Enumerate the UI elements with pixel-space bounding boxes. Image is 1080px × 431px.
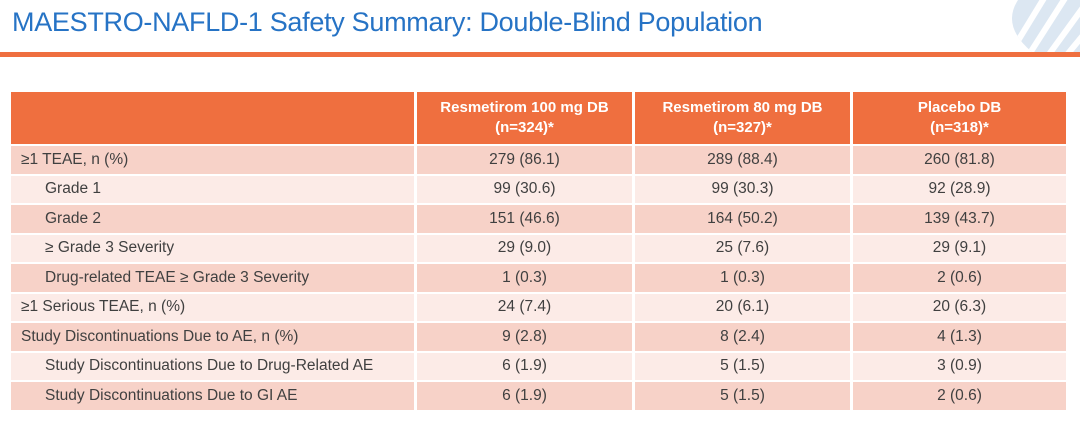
- value-cell: 6 (1.9): [414, 380, 635, 412]
- column-label: Resmetirom 100 mg DB: [440, 98, 609, 116]
- header-col-placebo: Placebo DB (n=318)*: [850, 90, 1069, 146]
- title-underline-rule: [0, 52, 1080, 57]
- value-cell: 279 (86.1): [414, 144, 635, 176]
- header-col-resmetirom-100: Resmetirom 100 mg DB (n=324)*: [414, 90, 635, 146]
- table-row: Study Discontinuations Due to Drug-Relat…: [8, 350, 1069, 382]
- value-cell: 164 (50.2): [632, 203, 853, 235]
- column-label: Resmetirom 80 mg DB: [662, 98, 823, 116]
- table-row: Study Discontinuations Due to AE, n (%) …: [8, 321, 1069, 353]
- header-stub-cell: [8, 90, 417, 146]
- value-cell: 29 (9.0): [414, 232, 635, 264]
- value-cell: 25 (7.6): [632, 232, 853, 264]
- row-label: ≥1 TEAE, n (%): [8, 144, 417, 176]
- table-header-row: Resmetirom 100 mg DB (n=324)* Resmetirom…: [8, 90, 1069, 146]
- column-label: Placebo DB: [917, 98, 1002, 116]
- table-row: Drug-related TEAE ≥ Grade 3 Severity 1 (…: [8, 262, 1069, 294]
- value-cell: 3 (0.9): [850, 350, 1069, 382]
- value-cell: 151 (46.6): [414, 203, 635, 235]
- value-cell: 289 (88.4): [632, 144, 853, 176]
- value-cell: 4 (1.3): [850, 321, 1069, 353]
- value-cell: 29 (9.1): [850, 232, 1069, 264]
- value-cell: 9 (2.8): [414, 321, 635, 353]
- row-label: Grade 1: [8, 173, 417, 205]
- table-row: ≥1 Serious TEAE, n (%) 24 (7.4) 20 (6.1)…: [8, 291, 1069, 323]
- row-label: Study Discontinuations Due to AE, n (%): [8, 321, 417, 353]
- value-cell: 99 (30.6): [414, 173, 635, 205]
- value-cell: 6 (1.9): [414, 350, 635, 382]
- value-cell: 5 (1.5): [632, 350, 853, 382]
- table-row: ≥1 TEAE, n (%) 279 (86.1) 289 (88.4) 260…: [8, 144, 1069, 176]
- corner-swoosh-icon: [995, 0, 1080, 52]
- value-cell: 24 (7.4): [414, 291, 635, 323]
- row-label: ≥ Grade 3 Severity: [8, 232, 417, 264]
- row-label: ≥1 Serious TEAE, n (%): [8, 291, 417, 323]
- value-cell: 1 (0.3): [414, 262, 635, 294]
- slide-title: MAESTRO-NAFLD-1 Safety Summary: Double-B…: [12, 7, 763, 37]
- header-col-resmetirom-80: Resmetirom 80 mg DB (n=327)*: [632, 90, 853, 146]
- value-cell: 139 (43.7): [850, 203, 1069, 235]
- value-cell: 99 (30.3): [632, 173, 853, 205]
- value-cell: 1 (0.3): [632, 262, 853, 294]
- column-n: (n=318)*: [930, 119, 989, 136]
- value-cell: 20 (6.1): [632, 291, 853, 323]
- row-label: Drug-related TEAE ≥ Grade 3 Severity: [8, 262, 417, 294]
- column-n: (n=327)*: [713, 119, 772, 136]
- row-label: Grade 2: [8, 203, 417, 235]
- table-row: ≥ Grade 3 Severity 29 (9.0) 25 (7.6) 29 …: [8, 232, 1069, 264]
- safety-summary-table: Resmetirom 100 mg DB (n=324)* Resmetirom…: [8, 90, 1069, 412]
- value-cell: 260 (81.8): [850, 144, 1069, 176]
- value-cell: 2 (0.6): [850, 380, 1069, 412]
- value-cell: 92 (28.9): [850, 173, 1069, 205]
- value-cell: 5 (1.5): [632, 380, 853, 412]
- column-n: (n=324)*: [495, 119, 554, 136]
- row-label: Study Discontinuations Due to GI AE: [8, 380, 417, 412]
- table-row: Study Discontinuations Due to GI AE 6 (1…: [8, 380, 1069, 412]
- row-label: Study Discontinuations Due to Drug-Relat…: [8, 350, 417, 382]
- value-cell: 8 (2.4): [632, 321, 853, 353]
- table-row: Grade 2 151 (46.6) 164 (50.2) 139 (43.7): [8, 203, 1069, 235]
- table-row: Grade 1 99 (30.6) 99 (30.3) 92 (28.9): [8, 173, 1069, 205]
- value-cell: 2 (0.6): [850, 262, 1069, 294]
- value-cell: 20 (6.3): [850, 291, 1069, 323]
